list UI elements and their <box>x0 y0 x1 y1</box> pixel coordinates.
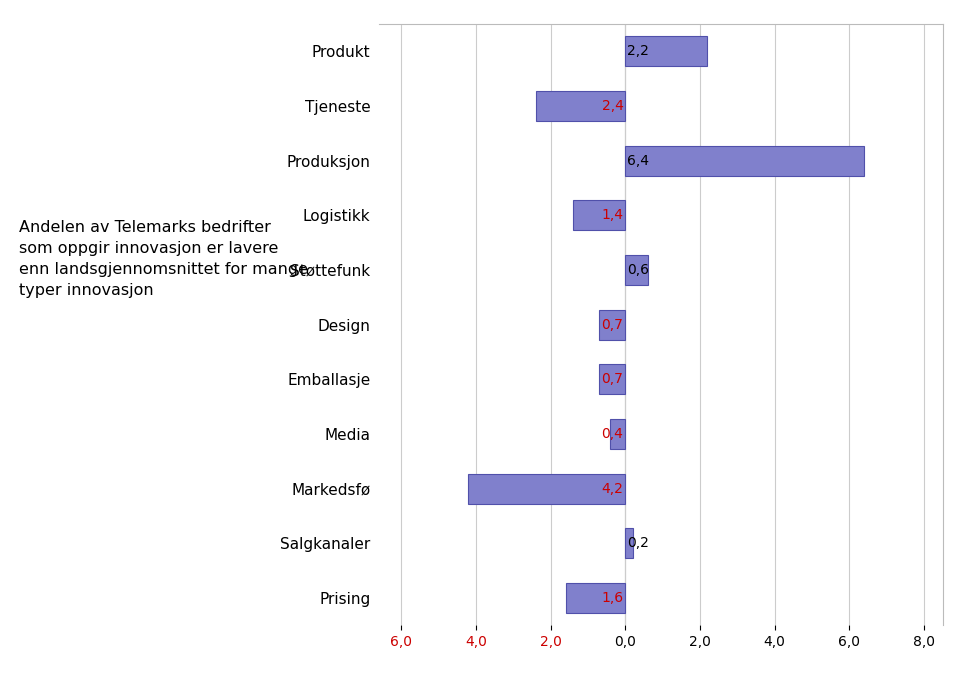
Text: 0,2: 0,2 <box>627 536 649 550</box>
Text: 2,4: 2,4 <box>601 99 623 113</box>
Text: 2,2: 2,2 <box>627 45 649 58</box>
Text: 0,7: 0,7 <box>601 372 623 386</box>
Text: 1,6: 1,6 <box>601 591 623 605</box>
Text: 0,6: 0,6 <box>627 263 649 277</box>
Text: 20.01.2009     Knut Vareide: 20.01.2009 Knut Vareide <box>19 666 191 679</box>
Text: 16: 16 <box>915 666 930 679</box>
Text: 4,2: 4,2 <box>601 482 623 495</box>
Text: 6,4: 6,4 <box>627 154 649 168</box>
Bar <box>536 91 625 121</box>
Text: 1,4: 1,4 <box>601 208 623 223</box>
Text: Andelen av Telemarks bedrifter
som oppgir innovasjon er lavere
enn landsgjennoms: Andelen av Telemarks bedrifter som oppgi… <box>19 220 308 298</box>
Bar <box>566 583 625 613</box>
Text: telemarksforsking.no: telemarksforsking.no <box>786 666 919 679</box>
Bar <box>625 146 864 176</box>
Bar <box>625 36 708 67</box>
Bar <box>625 528 633 559</box>
Text: 0,7: 0,7 <box>601 317 623 332</box>
Bar <box>573 201 625 230</box>
Text: 0,4: 0,4 <box>601 427 623 441</box>
Bar <box>625 255 647 285</box>
Bar <box>468 473 625 504</box>
Bar <box>599 310 625 339</box>
Bar <box>610 419 625 449</box>
Bar <box>599 364 625 394</box>
